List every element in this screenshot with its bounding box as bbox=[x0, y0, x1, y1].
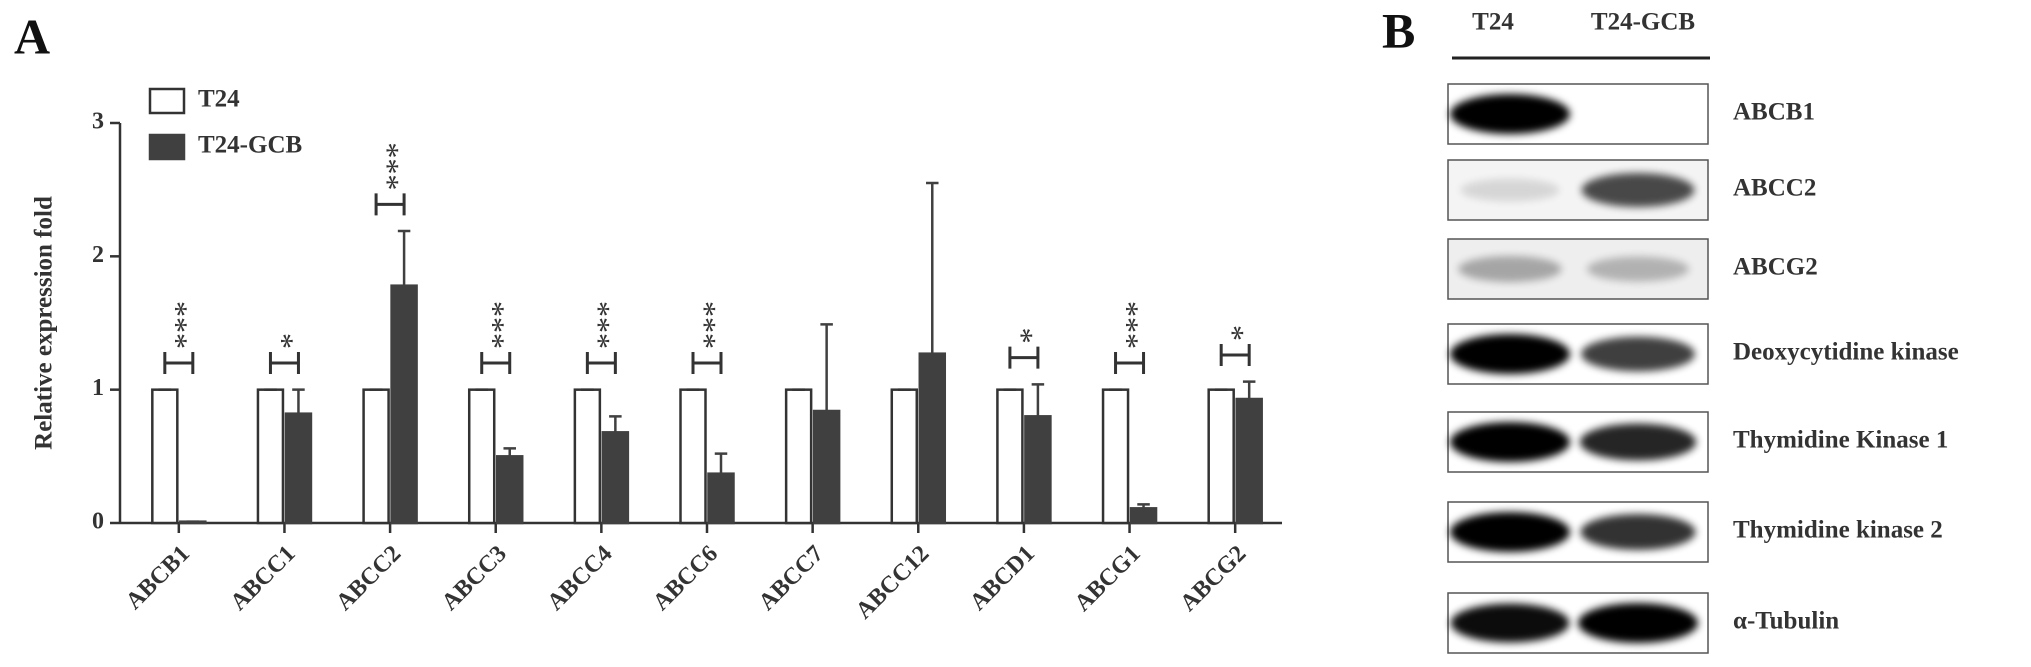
bar bbox=[1207, 388, 1235, 525]
y-tick-label: 3 bbox=[92, 109, 104, 135]
blot-band bbox=[1450, 422, 1570, 462]
significance-bracket bbox=[374, 193, 406, 216]
significance-bracket bbox=[1219, 344, 1251, 366]
bar bbox=[467, 388, 496, 525]
x-tick-label: ABCC6 bbox=[648, 541, 723, 616]
y-axis-label: Relative expression fold bbox=[31, 196, 58, 450]
bar bbox=[256, 388, 285, 525]
significance-label: *** bbox=[1118, 301, 1154, 349]
significance-label: *** bbox=[484, 301, 520, 349]
row-label: α-Tubulin bbox=[1733, 608, 1839, 635]
significance-bracket bbox=[268, 352, 300, 374]
row-label: ABCC2 bbox=[1733, 175, 1816, 202]
x-tick-label: ABCB1 bbox=[121, 541, 195, 615]
row-label: Deoxycytidine kinase bbox=[1733, 339, 1959, 366]
blot-band bbox=[1458, 256, 1562, 282]
error-bar bbox=[820, 323, 833, 411]
bar bbox=[151, 388, 179, 525]
error-bar bbox=[926, 181, 939, 354]
row-label: Thymidine Kinase 1 bbox=[1733, 427, 1948, 454]
bar bbox=[784, 388, 813, 525]
column-label: T24-GCB bbox=[1591, 9, 1695, 36]
bar bbox=[1024, 415, 1052, 525]
bar bbox=[812, 409, 841, 525]
blot-band bbox=[1460, 178, 1560, 202]
error-bar bbox=[292, 388, 305, 414]
bar bbox=[601, 431, 630, 525]
bar bbox=[1235, 397, 1263, 525]
x-tick-label: ABCC12 bbox=[851, 541, 934, 624]
western-blot: T24 T24-GCB ABCB1 ABCC2 ABCG2 Deoxycytidine… bbox=[1447, 9, 1959, 654]
error-bar bbox=[1137, 503, 1150, 509]
error-bar bbox=[1031, 383, 1045, 417]
error-bar bbox=[609, 415, 622, 433]
error-bar bbox=[714, 452, 728, 474]
bar bbox=[918, 352, 947, 525]
row-label: ABCG2 bbox=[1733, 254, 1818, 281]
significance-label: * bbox=[273, 333, 309, 349]
blot-band bbox=[1450, 334, 1570, 374]
x-tick-label: ABCC1 bbox=[226, 541, 301, 616]
error-bar bbox=[397, 229, 411, 286]
x-tick-label: ABCC4 bbox=[543, 541, 618, 616]
column-label: T24 bbox=[1472, 9, 1514, 36]
significance-bracket bbox=[163, 352, 195, 374]
bar bbox=[996, 388, 1024, 525]
significance-label: *** bbox=[590, 301, 626, 349]
y-tick-label: 1 bbox=[92, 375, 104, 401]
bar bbox=[679, 388, 707, 525]
significance-bracket bbox=[585, 352, 617, 374]
bar bbox=[707, 472, 735, 525]
error-bar bbox=[503, 447, 516, 457]
blot-band bbox=[1579, 423, 1697, 461]
error-bar bbox=[1242, 380, 1256, 399]
significance-label: *** bbox=[695, 301, 731, 349]
x-tick-label: ABCC3 bbox=[437, 541, 512, 616]
legend-swatch bbox=[148, 87, 186, 115]
bar bbox=[495, 455, 524, 525]
blot-band bbox=[1581, 336, 1695, 372]
bar bbox=[890, 388, 919, 525]
blot-band bbox=[1450, 94, 1570, 134]
significance-label: *** bbox=[378, 142, 414, 190]
significance-label: * bbox=[1012, 328, 1048, 344]
bar bbox=[1101, 388, 1130, 525]
bar bbox=[284, 412, 313, 525]
panel-label: B bbox=[1382, 2, 1415, 58]
x-tick-label: ABCD1 bbox=[965, 541, 1040, 616]
legend-swatch bbox=[148, 133, 186, 161]
significance-bracket bbox=[1114, 352, 1146, 374]
legend-label: T24-GCB bbox=[198, 132, 302, 159]
significance-label: *** bbox=[167, 301, 203, 349]
bar-chart: 0 1 2 3 ABCB1 *** ABCC1 * ABCC2 *** ABCC3 *** ABCC4 *… bbox=[92, 86, 1282, 624]
blot-band bbox=[1587, 256, 1689, 282]
x-tick-label: ABCC2 bbox=[331, 541, 406, 616]
blot-band bbox=[1578, 603, 1698, 643]
blot-band bbox=[1450, 603, 1570, 643]
y-tick-label: 0 bbox=[92, 509, 104, 535]
significance-bracket bbox=[1008, 346, 1040, 369]
significance-bracket bbox=[691, 352, 723, 374]
blot-band bbox=[1581, 173, 1695, 207]
bar bbox=[573, 388, 602, 525]
significance-label: * bbox=[1224, 325, 1260, 341]
x-tick-label: ABCG1 bbox=[1070, 541, 1146, 617]
bar bbox=[362, 388, 390, 525]
significance-bracket bbox=[480, 352, 512, 374]
panel-label: A bbox=[14, 8, 50, 64]
row-label: Thymidine kinase 2 bbox=[1733, 517, 1943, 544]
x-tick-label: ABCC7 bbox=[754, 541, 829, 616]
blot-band bbox=[1580, 514, 1696, 550]
bar bbox=[1129, 507, 1158, 525]
y-tick-label: 2 bbox=[92, 242, 104, 268]
row-label: ABCB1 bbox=[1733, 99, 1815, 126]
x-tick-label: ABCG2 bbox=[1175, 541, 1251, 617]
bar bbox=[390, 284, 418, 525]
blot-band bbox=[1450, 512, 1570, 552]
legend-label: T24 bbox=[198, 86, 240, 113]
